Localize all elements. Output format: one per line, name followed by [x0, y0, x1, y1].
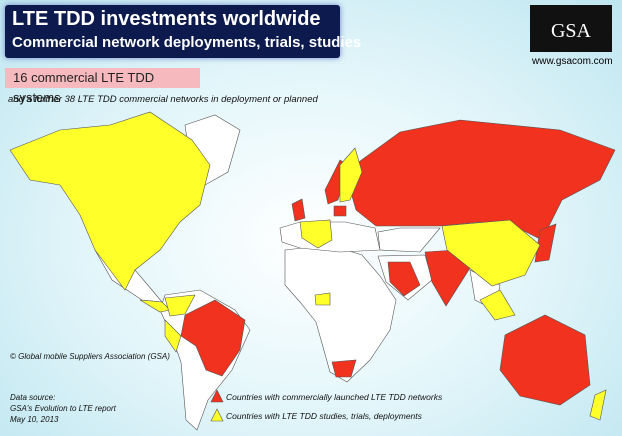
legend-label: Countries with LTE TDD studies, trials, … — [226, 411, 422, 421]
saudi-arabia — [387, 261, 421, 297]
source-line: May 10, 2013 — [10, 415, 59, 424]
south-africa — [331, 359, 357, 378]
title-box — [5, 5, 340, 58]
legend-label: Countries with commercially launched LTE… — [226, 392, 443, 402]
title: LTE TDD investments worldwide — [12, 8, 321, 30]
venezuela-colombia — [164, 294, 196, 317]
poland — [333, 205, 347, 217]
southeast-asia — [479, 289, 516, 321]
note: and a further 38 LTE TDD commercial netw… — [8, 94, 318, 105]
brazil — [180, 299, 246, 377]
australia — [499, 314, 591, 406]
source-line: GSA's Evolution to LTE report — [10, 404, 116, 413]
subtitle: Commercial network deployments, trials, … — [12, 34, 362, 51]
source-line: Data source: — [10, 393, 56, 402]
sweden-finland — [339, 147, 363, 203]
trial-countries — [9, 111, 607, 421]
launched-countries — [180, 119, 616, 406]
peru — [164, 319, 182, 353]
logo: GSA — [530, 5, 612, 52]
new-zealand — [589, 389, 607, 421]
copyright: © Global mobile Suppliers Association (G… — [10, 352, 170, 361]
highlight: 16 commercial LTE TDD systems — [5, 68, 200, 105]
uk — [291, 198, 306, 222]
western-europe — [299, 219, 333, 249]
central-asia — [377, 227, 441, 253]
website[interactable]: www.gsacom.com — [532, 56, 613, 67]
nigeria — [314, 292, 331, 306]
china — [441, 219, 541, 287]
north-america — [9, 111, 211, 291]
russia — [344, 119, 616, 241]
legend-swatch — [210, 389, 224, 403]
africa — [284, 244, 397, 383]
legend-swatch — [210, 408, 224, 422]
